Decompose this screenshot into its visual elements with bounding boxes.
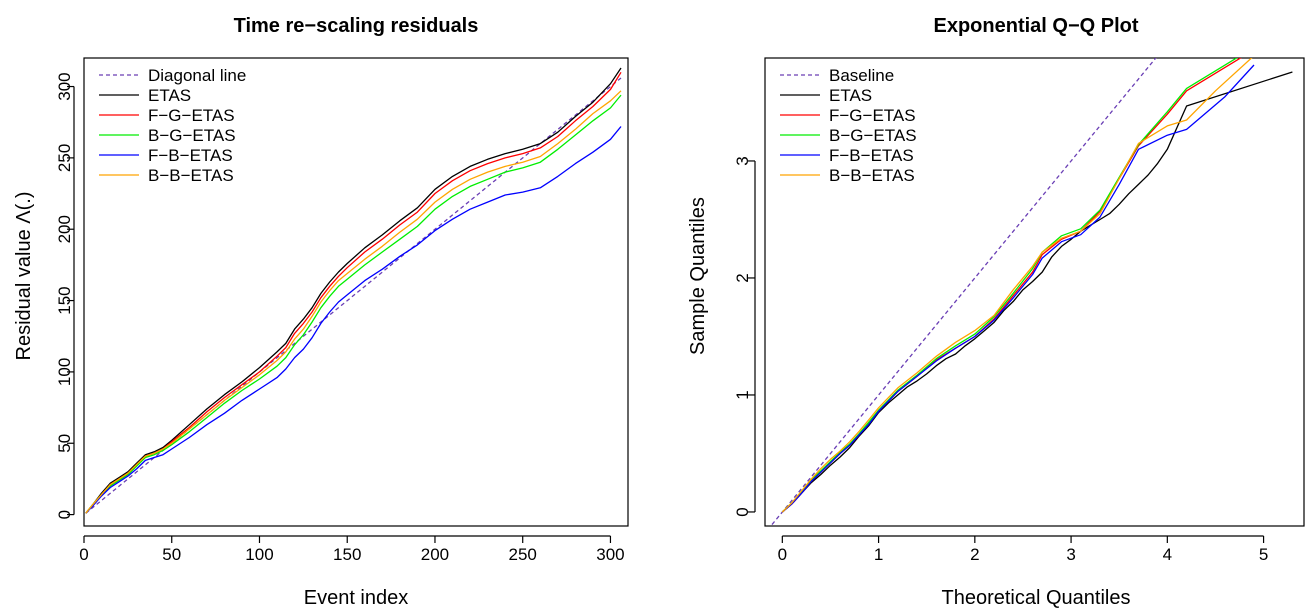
x-tick-label: 300 (596, 545, 624, 564)
y-tick-label: 0 (733, 507, 752, 516)
y-axis-label: Residual value Λ(.) (13, 192, 35, 361)
x-tick-label: 4 (1163, 545, 1172, 564)
legend: Diagonal lineETASF−G−ETASB−G−ETASF−B−ETA… (99, 66, 246, 185)
series-line-b-g-etas (781, 58, 1238, 513)
legend-entry: F−B−ETAS (148, 146, 233, 165)
legend-entry: B−G−ETAS (148, 126, 236, 145)
x-tick-label: 150 (333, 545, 361, 564)
y-tick-label: 100 (55, 358, 74, 386)
legend-entry: Baseline (829, 66, 894, 85)
x-tick-label: 250 (509, 545, 537, 564)
y-tick-label: 150 (55, 286, 74, 314)
legend-entry: F−B−ETAS (829, 146, 914, 165)
legend-entry: ETAS (829, 86, 872, 105)
legend-entry: B−G−ETAS (829, 126, 917, 145)
x-tick-label: 1 (874, 545, 883, 564)
x-tick-label: 0 (778, 545, 787, 564)
y-tick-label: 250 (55, 144, 74, 172)
chart-title: Exponential Q−Q Plot (933, 15, 1138, 37)
series-line-baseline (769, 58, 1157, 526)
x-tick-label: 5 (1259, 545, 1268, 564)
legend-entry: B−B−ETAS (829, 166, 915, 185)
x-tick-label: 50 (162, 545, 181, 564)
x-axis-label: Event index (304, 587, 409, 609)
legend-entry: B−B−ETAS (148, 166, 234, 185)
chart-title: Time re−scaling residuals (234, 15, 479, 37)
y-axis-label: Sample Quantiles (687, 197, 709, 355)
series-line-etas (85, 67, 622, 514)
y-tick-label: 1 (733, 390, 752, 399)
y-tick-label: 2 (733, 273, 752, 282)
series-line-etas (781, 71, 1293, 513)
x-tick-label: 200 (421, 545, 449, 564)
legend-entry: Diagonal line (148, 66, 246, 85)
y-tick-label: 200 (55, 215, 74, 243)
x-tick-label: 100 (245, 545, 273, 564)
y-tick-label: 50 (55, 434, 74, 453)
legend-entry: ETAS (148, 86, 191, 105)
qq-panel: Exponential Q−Q Plot Theoretical Quantil… (687, 15, 1305, 609)
x-tick-label: 0 (79, 545, 88, 564)
x-tick-label: 3 (1066, 545, 1075, 564)
series-line-b-b-etas (85, 90, 622, 514)
series-line-b-b-etas (781, 58, 1253, 513)
series-line-f-b-etas (781, 64, 1255, 513)
y-tick-label: 300 (55, 72, 74, 100)
x-axis-label: Theoretical Quantiles (942, 587, 1131, 609)
y-tick-label: 0 (55, 510, 74, 519)
plot-frame (764, 57, 1305, 527)
residuals-panel: Time re−scaling residuals Event index Re… (13, 15, 629, 609)
plot-frame (83, 57, 629, 527)
series-line-b-g-etas (85, 94, 622, 514)
y-tick-label: 3 (733, 156, 752, 165)
legend-entry: F−G−ETAS (148, 106, 235, 125)
series-line-f-b-etas (85, 126, 622, 514)
legend-entry: F−G−ETAS (829, 106, 916, 125)
x-tick-label: 2 (970, 545, 979, 564)
legend: BaselineETASF−G−ETASB−G−ETASF−B−ETASB−B−… (780, 66, 917, 185)
